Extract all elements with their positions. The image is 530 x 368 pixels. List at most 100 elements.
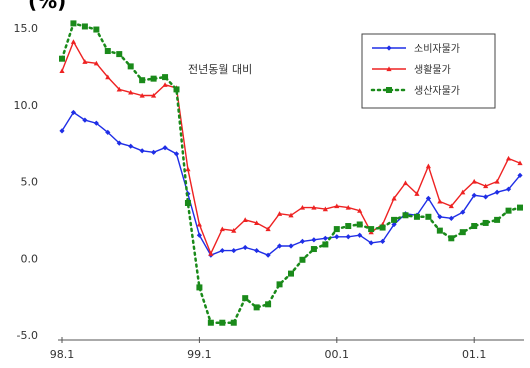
y-tick-label: -5.0 [17, 329, 38, 342]
data-point [150, 75, 157, 82]
data-point [345, 223, 352, 230]
data-point [345, 234, 351, 240]
data-point [425, 213, 432, 220]
data-point [391, 195, 397, 201]
data-point [288, 243, 294, 249]
data-point [391, 216, 398, 223]
data-point [437, 214, 443, 220]
data-point [242, 217, 248, 222]
data-point [59, 68, 65, 74]
data-point [299, 204, 306, 210]
data-point [208, 251, 214, 256]
data-point [436, 227, 443, 234]
data-point [494, 189, 500, 195]
data-point [116, 51, 123, 58]
data-point [173, 151, 180, 157]
data-point [483, 183, 489, 189]
data-point [265, 226, 271, 232]
data-point [219, 319, 226, 326]
data-point [402, 180, 409, 186]
data-point [334, 234, 340, 240]
data-point [333, 226, 340, 233]
data-point [494, 216, 501, 223]
series-1 [59, 109, 523, 258]
data-point [380, 238, 386, 244]
data-point [265, 252, 271, 258]
data-point [230, 319, 237, 326]
data-point [299, 256, 306, 263]
data-point [207, 319, 214, 326]
data-point [505, 207, 512, 214]
data-point [288, 212, 294, 218]
data-point [105, 74, 111, 80]
data-point [448, 203, 454, 209]
legend-marker [386, 45, 392, 51]
legend-item: 생산자물가 [370, 85, 460, 97]
data-point [368, 226, 375, 233]
data-point [59, 128, 65, 134]
data-point [254, 247, 260, 254]
data-point [322, 206, 328, 212]
data-point [196, 232, 202, 238]
data-point [82, 117, 88, 123]
y-axis-ticks: 15.0 10.0 5.0 0.0 -5.0 [14, 22, 39, 342]
data-point [185, 166, 191, 172]
legend-label: 생활물가 [414, 63, 451, 76]
data-point [471, 192, 477, 198]
data-point [494, 178, 500, 184]
data-point [253, 304, 260, 311]
legend-label: 소비자물가 [414, 43, 460, 55]
legend-marker [386, 66, 392, 72]
data-point [471, 178, 477, 184]
data-point [425, 163, 431, 169]
data-point [139, 77, 146, 84]
data-point [93, 26, 100, 33]
data-point [116, 86, 122, 92]
data-point [310, 246, 317, 253]
data-point [391, 221, 397, 228]
x-axis-ticks: 98.1 99.1 00.1 01.1 [50, 337, 486, 361]
data-point [448, 215, 454, 221]
data-point [93, 60, 99, 66]
data-point [288, 270, 294, 277]
data-point [70, 109, 77, 116]
x-tick-label: 98.1 [50, 348, 75, 361]
data-point [459, 229, 466, 236]
data-point [368, 240, 374, 246]
data-point [254, 220, 260, 226]
data-point [151, 92, 157, 98]
data-point [425, 195, 431, 201]
series-3 [59, 20, 523, 326]
data-point [231, 228, 237, 233]
data-point [231, 247, 237, 254]
data-point [357, 232, 363, 238]
data-point [162, 74, 169, 81]
data-point [448, 235, 455, 242]
data-point [219, 247, 225, 254]
data-point [219, 226, 225, 232]
series-line [61, 111, 521, 257]
data-point [413, 213, 420, 220]
data-point [162, 145, 168, 151]
data-point [196, 284, 203, 291]
data-point [311, 237, 317, 243]
data-point [276, 211, 283, 216]
data-point [517, 172, 523, 178]
data-point [265, 301, 272, 308]
data-point [128, 89, 134, 95]
data-point [299, 238, 306, 244]
data-point [196, 221, 202, 227]
y-tick-label: 5.0 [21, 176, 39, 189]
data-point [505, 155, 512, 161]
data-point [356, 221, 363, 228]
data-point [139, 148, 145, 154]
data-point [517, 160, 523, 166]
data-point [276, 243, 283, 249]
data-point [70, 20, 77, 27]
data-point [460, 189, 466, 195]
y-tick-label: 10.0 [14, 99, 39, 112]
data-point [402, 212, 409, 219]
x-tick-label: 99.1 [187, 348, 212, 361]
data-point [517, 204, 523, 211]
